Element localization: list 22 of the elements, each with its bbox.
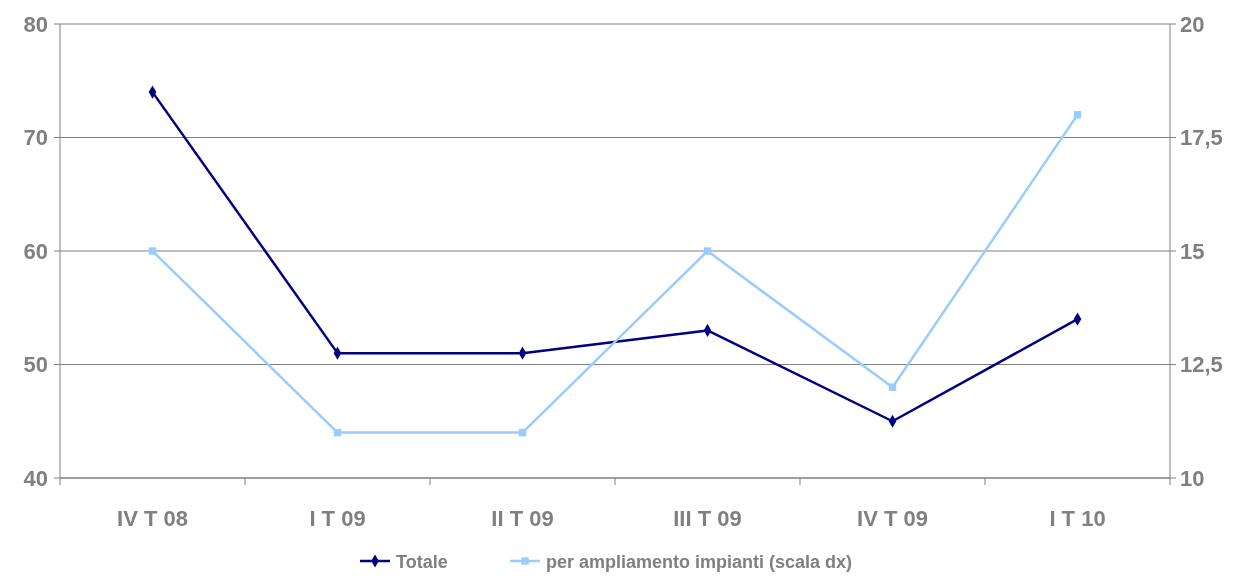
x-tick-label: I T 10 — [1049, 506, 1106, 531]
y-tick-label: 40 — [23, 465, 48, 491]
x-tick-label: IV T 08 — [117, 506, 188, 531]
point — [1073, 111, 1082, 119]
legend-label: per ampliamento impianti (scala dx) — [546, 552, 853, 572]
y2-tick-label: 15 — [1180, 238, 1205, 264]
y-tick-label: 60 — [23, 238, 48, 264]
point — [148, 247, 157, 255]
y-tick-label: 50 — [23, 352, 48, 378]
y2-tick-label: 12,5 — [1180, 352, 1223, 378]
legend-label: Totale — [396, 552, 448, 572]
x-tick-label: II T 09 — [491, 506, 554, 531]
y2-tick-label: 10 — [1180, 465, 1205, 491]
y2-tick-label: 20 — [1180, 11, 1205, 37]
point — [703, 247, 712, 255]
y-tick-label: 80 — [23, 11, 48, 37]
x-tick-label: I T 09 — [309, 506, 366, 531]
x-tick-label: III T 09 — [673, 506, 742, 531]
y-tick-label: 70 — [23, 125, 48, 151]
y2-tick-label: 17,5 — [1180, 125, 1223, 151]
x-tick-label: IV T 09 — [857, 506, 928, 531]
point — [888, 383, 897, 391]
